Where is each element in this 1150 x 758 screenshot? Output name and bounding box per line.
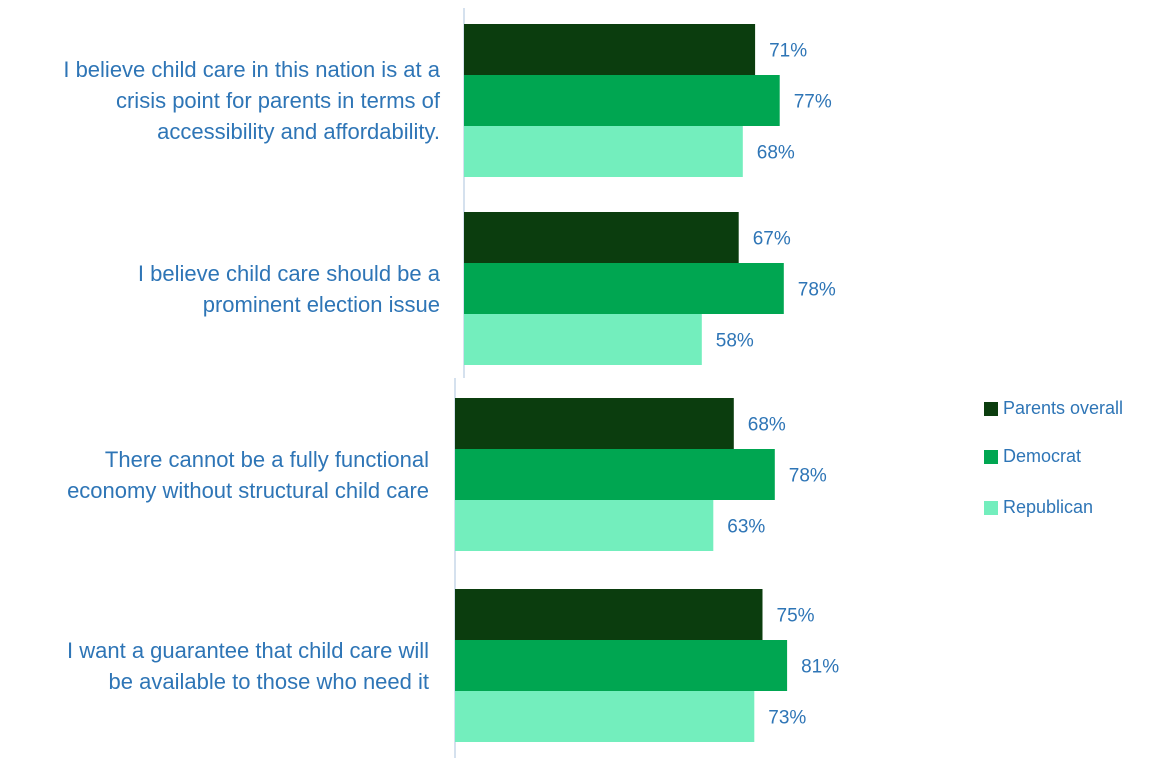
bar-republican-0 [464,126,743,177]
category-label: I want a guarantee that child care will b… [0,635,429,697]
category-label-line: crisis point for parents in terms of [115,88,440,113]
data-label: 71% [769,41,807,62]
legend-item-democrat: Democrat [984,446,1081,467]
bar-democrat-0 [464,75,780,126]
legend-label: Parents overall [1003,398,1124,418]
legend-label: Republican [1003,497,1094,517]
legend-label: Democrat [1003,446,1082,466]
data-label: 78% [798,280,836,301]
bar-parents-overall-0 [464,24,756,75]
data-label: 67% [753,229,791,250]
bar-republican-3 [455,691,755,742]
data-label: 68% [757,143,795,164]
data-label: 58% [716,331,754,352]
data-label: 68% [748,415,786,436]
category-label-line: I believe child care should be a [137,260,440,286]
category-label-line: economy without structural child care [67,477,429,503]
legend-swatch [984,449,998,464]
category-label: I believe child care should be a prominen… [0,258,440,320]
bar-republican-2 [455,500,714,551]
category-label-line: be available to those who need it [108,668,429,694]
legend-item-republican: Republican [984,497,1093,518]
bar-parents-overall-3 [455,589,763,640]
category-label-line: accessibility and affordability. [157,119,440,144]
bar-democrat-1 [464,263,784,314]
bar-parents-overall-1 [464,212,739,263]
data-label: 78% [789,466,827,487]
category-label-line: I believe child care in this nation is a… [63,57,440,82]
data-label: 77% [794,92,832,113]
bar-democrat-3 [455,640,788,691]
bar-parents-overall-2 [455,398,734,449]
data-label: 73% [768,708,806,729]
category-label-line: I want a guarantee that child care will [67,637,429,663]
data-label: 81% [801,657,839,678]
legend-swatch [984,500,998,515]
data-label: 75% [777,606,815,627]
bar-republican-1 [464,314,702,365]
bar-democrat-2 [455,449,775,500]
category-label: I believe child care in this nation is a… [0,54,440,147]
data-label: 63% [727,517,765,538]
legend-item-parents-overall: Parents overall [984,398,1123,419]
category-label-line: prominent election issue [202,291,440,317]
category-label: There cannot be a fully functional econom… [0,444,429,506]
legend-swatch [984,401,998,416]
category-label-line: There cannot be a fully functional [104,446,429,472]
